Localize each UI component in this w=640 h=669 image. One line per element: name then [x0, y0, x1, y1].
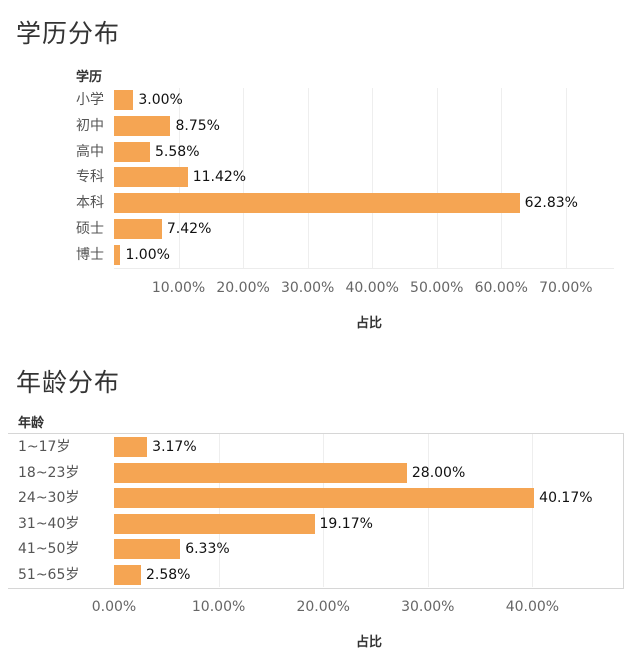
education-x-axis-title: 占比 — [355, 316, 383, 331]
x-tick-label: 40.00% — [345, 280, 399, 296]
category-label: 硕士 — [76, 221, 104, 237]
category-label: 本科 — [76, 195, 104, 212]
category-label: 18~23岁 — [18, 464, 80, 481]
x-tick-label: 10.00% — [151, 280, 206, 296]
age-x-axis-title: 占比 — [355, 635, 383, 650]
x-tick-label: 30.00% — [280, 280, 335, 296]
gridline — [427, 434, 429, 587]
bar — [114, 115, 171, 136]
bar — [114, 219, 162, 239]
gridline — [243, 88, 245, 268]
bar — [114, 513, 315, 534]
age-chart-title: 年龄分布 — [16, 368, 121, 397]
value-label: 3.17% — [152, 439, 197, 455]
value-label: 6.33% — [185, 541, 230, 558]
category-label: 博士 — [76, 246, 104, 263]
x-tick-label: 20.00% — [296, 599, 350, 615]
value-label: 5.58% — [155, 143, 200, 160]
bar — [114, 462, 407, 483]
category-label: 专科 — [76, 169, 104, 186]
x-tick-label: 0.00% — [91, 599, 137, 615]
category-label: 51~65岁 — [18, 567, 80, 583]
x-tick-label: 10.00% — [191, 599, 246, 615]
value-label: 62.83% — [524, 195, 578, 212]
value-label: 19.17% — [319, 515, 373, 532]
bar — [114, 167, 188, 188]
x-tick-label: 40.00% — [505, 599, 560, 615]
category-label: 1~17岁 — [18, 439, 71, 455]
value-label: 3.00% — [138, 92, 183, 108]
age-footer-divider — [8, 588, 114, 589]
value-label: 11.42% — [192, 169, 247, 186]
gridline — [218, 434, 220, 587]
x-tick-label: 60.00% — [474, 280, 528, 296]
category-label: 初中 — [76, 117, 104, 134]
category-label: 41~50岁 — [18, 541, 80, 558]
category-label: 小学 — [76, 92, 104, 108]
axis-baseline — [114, 268, 614, 269]
x-tick-label: 20.00% — [216, 280, 270, 296]
bar — [114, 539, 181, 560]
x-tick-label: 50.00% — [410, 280, 464, 296]
value-label: 7.42% — [166, 221, 212, 237]
bar — [114, 437, 148, 457]
gridline — [436, 88, 438, 268]
gridline — [565, 88, 567, 268]
category-label: 24~30岁 — [18, 490, 80, 507]
value-label: 40.17% — [539, 490, 593, 507]
age-plot-frame — [114, 433, 624, 589]
bar — [114, 488, 535, 509]
age-dimension-header: 年龄 — [18, 416, 45, 431]
value-label: 8.75% — [175, 117, 220, 134]
category-label: 高中 — [76, 143, 104, 160]
gridline — [307, 88, 309, 268]
category-label: 31~40岁 — [18, 515, 80, 532]
value-label: 2.58% — [145, 567, 191, 583]
bar — [114, 565, 141, 585]
value-label: 1.00% — [125, 246, 170, 263]
education-dimension-header: 学历 — [76, 70, 103, 85]
x-tick-label: 70.00% — [539, 280, 593, 296]
value-label: 28.00% — [411, 464, 466, 481]
gridline — [323, 434, 325, 587]
bar — [114, 193, 520, 214]
education-chart-title: 学历分布 — [16, 19, 121, 48]
gridline — [372, 88, 374, 268]
bar — [114, 90, 134, 110]
bar — [114, 141, 151, 162]
gridline — [532, 434, 534, 587]
x-tick-label: 30.00% — [401, 599, 455, 615]
bar — [114, 244, 121, 265]
gridline — [501, 88, 503, 268]
age-header-divider — [8, 433, 114, 434]
